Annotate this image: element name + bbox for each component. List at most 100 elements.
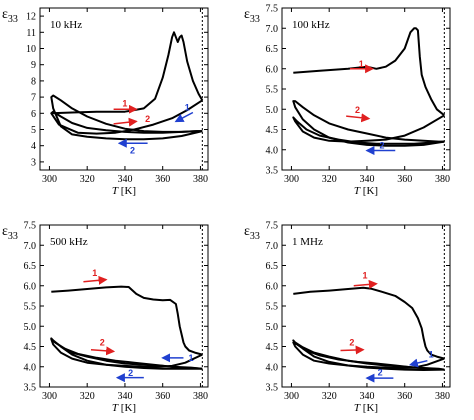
x-axis-label-unit: [K] [118, 185, 136, 197]
y-axis-label-subscript: 33 [250, 231, 260, 242]
y-tick-label: 4.0 [266, 362, 279, 373]
chart-panel-2: 300 320 340 360 380 3.5 4.0 4.5 5.0 5.5 6.0 6.5 7.0 7… [244, 4, 451, 197]
hysteresis-curve-3 [50, 337, 203, 370]
x-tick-label: 360 [155, 174, 170, 185]
direction-arrow [174, 111, 194, 123]
y-axis-label: ε33 [244, 7, 260, 25]
y-tick-label: 6.0 [24, 281, 37, 292]
hysteresis-curve-1 [293, 27, 445, 117]
y-tick-label: 5.0 [24, 322, 37, 333]
y-axis-label-symbol: ε [2, 7, 8, 22]
direction-arrow [340, 345, 365, 355]
hysteresis-curve-1 [51, 285, 203, 356]
y-tick-label: 11 [26, 28, 36, 39]
y-tick-label: 5.5 [24, 302, 37, 313]
x-tick-label: 380 [435, 174, 450, 185]
y-tick-label: 12 [26, 12, 36, 23]
y-tick-label: 8 [31, 76, 36, 87]
y-tick-label: 4 [31, 141, 36, 152]
y-tick-label: 3.5 [266, 383, 279, 394]
y-tick-label: 4.5 [24, 342, 37, 353]
hysteresis-curve-1 [51, 31, 204, 115]
x-axis-label-unit: [K] [360, 185, 378, 197]
y-tick-label: 6.5 [266, 44, 279, 55]
y-tick-label: 5.0 [266, 322, 279, 333]
direction-label: 1 [189, 353, 194, 363]
frequency-label: 10 kHz [50, 19, 82, 31]
direction-label: 1 [122, 99, 127, 109]
direction-label: 2 [130, 146, 135, 156]
chart-panel-4: 300 320 340 360 380 3.5 4.0 4.5 5.0 5.5 6.0 6.5 7.0 7… [244, 221, 451, 414]
y-axis-label: ε33 [2, 224, 18, 242]
y-axis-label-subscript: 33 [8, 14, 18, 25]
direction-label: 2 [378, 367, 383, 377]
y-tick-label: 7.0 [266, 24, 279, 35]
y-axis-label-subscript: 33 [250, 14, 260, 25]
y-tick-label: 3.5 [266, 166, 279, 177]
hysteresis-curve-2 [292, 341, 445, 371]
y-tick-label: 5.5 [266, 302, 279, 313]
y-tick-label: 10 [26, 44, 36, 55]
x-tick-label: 300 [42, 174, 57, 185]
y-tick-label: 5 [31, 125, 36, 136]
direction-arrow [90, 346, 116, 356]
frequency-label: 100 kHz [292, 19, 330, 31]
x-tick-label: 360 [397, 174, 412, 185]
x-tick-label: 360 [155, 391, 170, 402]
hysteresis-curve-3 [292, 100, 445, 147]
x-tick-label: 340 [359, 391, 374, 402]
chart-panel-3: 300 320 340 360 380 3.5 4.0 4.5 5.0 5.5 6.0 6.5 7.0 7… [2, 221, 209, 414]
y-tick-label: 6.5 [266, 261, 279, 272]
x-tick-label: 320 [322, 174, 337, 185]
x-tick-label: 320 [80, 391, 95, 402]
frequency-label: 500 kHz [50, 236, 88, 248]
direction-label: 2 [128, 368, 133, 378]
direction-label: 1 [185, 103, 190, 113]
x-axis-label-unit: [K] [360, 402, 378, 414]
x-tick-label: 340 [117, 174, 132, 185]
y-tick-label: 7.0 [266, 241, 279, 252]
hysteresis-curve-1 [293, 286, 445, 360]
hysteresis-curve-3 [292, 339, 445, 371]
y-tick-label: 6.0 [266, 64, 279, 75]
y-axis-label: ε33 [2, 7, 18, 25]
direction-label: 2 [145, 114, 150, 124]
direction-arrow [113, 117, 138, 127]
x-tick-label: 320 [80, 174, 95, 185]
y-tick-label: 6.0 [266, 281, 279, 292]
x-axis-label: T [K] [112, 185, 136, 197]
x-axis-label-var: T [112, 402, 119, 414]
x-axis-label: T [K] [354, 185, 378, 197]
x-tick-label: 340 [359, 174, 374, 185]
y-axis-label-symbol: ε [244, 224, 250, 239]
x-axis-label: T [K] [112, 402, 136, 414]
x-tick-label: 300 [284, 391, 299, 402]
y-tick-label: 5.5 [266, 85, 279, 96]
direction-arrow [83, 275, 108, 285]
x-tick-label: 360 [397, 391, 412, 402]
direction-label: 1 [359, 59, 364, 69]
y-tick-label: 6 [31, 109, 36, 120]
x-tick-label: 380 [193, 391, 208, 402]
y-tick-label: 7.5 [266, 221, 279, 232]
x-axis-label-var: T [354, 402, 361, 414]
x-tick-label: 300 [284, 174, 299, 185]
y-axis-label-symbol: ε [2, 224, 8, 239]
hysteresis-curve-2 [50, 99, 203, 135]
direction-arrow [408, 358, 428, 368]
y-tick-label: 5.0 [266, 105, 279, 116]
y-tick-label: 7.5 [266, 4, 279, 15]
direction-label: 1 [363, 271, 368, 281]
x-tick-label: 300 [42, 391, 57, 402]
direction-label: 1 [92, 268, 97, 278]
y-tick-label: 3 [31, 157, 36, 168]
x-axis-label-var: T [354, 185, 361, 197]
x-axis-label-var: T [112, 185, 119, 197]
direction-label: 2 [100, 337, 105, 347]
direction-arrow [353, 279, 378, 289]
direction-arrow [346, 113, 371, 123]
y-tick-label: 6.5 [24, 261, 37, 272]
direction-label: 2 [349, 337, 354, 347]
